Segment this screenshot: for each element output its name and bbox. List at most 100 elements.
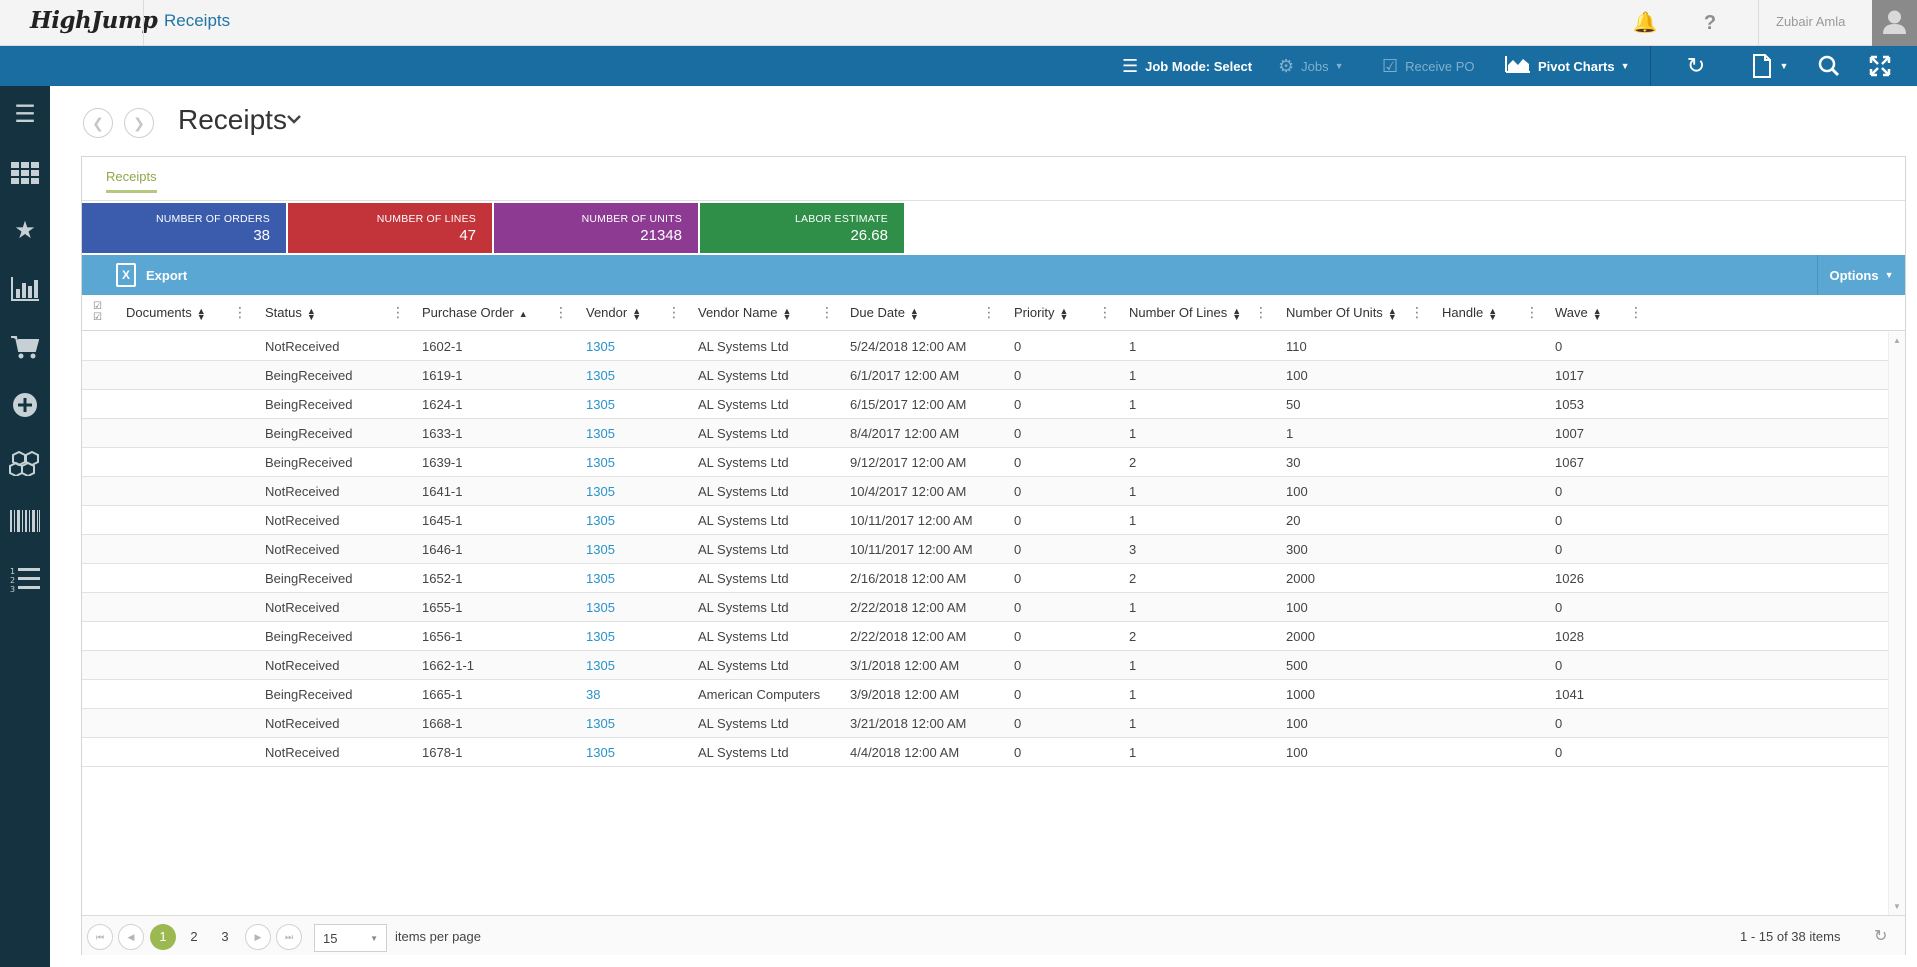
cell-vendor[interactable]: 1305 — [586, 716, 615, 731]
cell-due-date: 6/1/2017 12:00 AM — [850, 368, 960, 383]
scroll-up-icon[interactable]: ▲ — [1893, 336, 1901, 345]
column-menu-icon[interactable]: ⋮ — [1098, 304, 1112, 320]
cell-vendor[interactable]: 1305 — [586, 397, 615, 412]
menu-icon[interactable]: ☰ — [14, 101, 36, 128]
page-3-button[interactable]: 3 — [221, 929, 229, 944]
export-button[interactable]: X Export — [116, 263, 187, 287]
select-all-checkbox-icon[interactable]: ☑ ☑ — [93, 301, 102, 323]
column-menu-icon[interactable]: ⋮ — [1410, 304, 1424, 320]
cell-vendor[interactable]: 1305 — [586, 571, 615, 586]
table-row[interactable]: NotReceived 1645-1 1305 AL Systems Ltd 10/11… — [82, 506, 1888, 535]
cell-vendor[interactable]: 1305 — [586, 745, 615, 760]
column-header-wave[interactable]: Wave ▲ ▼ — [1555, 305, 1602, 322]
column-menu-icon[interactable]: ⋮ — [1254, 304, 1268, 320]
table-row[interactable]: NotReceived 1678-1 1305 AL Systems Ltd 4/4/2… — [82, 738, 1888, 767]
add-circle-icon[interactable] — [0, 390, 50, 420]
column-menu-icon[interactable]: ⋮ — [1629, 304, 1643, 320]
boxes-icon[interactable] — [0, 448, 50, 478]
page-1-button[interactable]: 1 — [150, 924, 176, 950]
table-row[interactable]: BeingReceived 1656-1 1305 AL Systems Ltd 2/2… — [82, 622, 1888, 651]
avatar[interactable] — [1872, 0, 1917, 46]
page-title[interactable]: Receipts — [178, 104, 287, 135]
table-row[interactable]: NotReceived 1646-1 1305 AL Systems Ltd 10/11… — [82, 535, 1888, 564]
help-icon[interactable]: ? — [1703, 12, 1717, 34]
table-row[interactable]: BeingReceived 1652-1 1305 AL Systems Ltd 2/1… — [82, 564, 1888, 593]
table-row[interactable]: BeingReceived 1624-1 1305 AL Systems Ltd 6/1… — [82, 390, 1888, 419]
options-button[interactable]: Options ▼ — [1817, 255, 1905, 295]
table-row[interactable]: NotReceived 1602-1 1305 AL Systems Ltd 5/24/… — [82, 332, 1888, 361]
column-header-purchase-order[interactable]: Purchase Order ▲ — [422, 305, 528, 320]
table-row[interactable]: BeingReceived 1665-1 38 American Computers 3… — [82, 680, 1888, 709]
back-button[interactable]: ❮ — [83, 108, 113, 138]
cell-vendor[interactable]: 1305 — [586, 339, 615, 354]
cell-vendor[interactable]: 1305 — [586, 426, 615, 441]
column-menu-icon[interactable]: ⋮ — [554, 304, 568, 320]
cell-vendor[interactable]: 1305 — [586, 513, 615, 528]
column-header-vendor-name[interactable]: Vendor Name ▲ ▼ — [698, 305, 791, 321]
vertical-scrollbar[interactable]: ▲ ▼ — [1888, 332, 1905, 915]
chevron-down-icon[interactable] — [286, 112, 302, 130]
column-menu-icon[interactable]: ⋮ — [1525, 304, 1539, 320]
column-menu-icon[interactable]: ⋮ — [233, 304, 247, 320]
column-menu-icon[interactable]: ⋮ — [982, 304, 996, 320]
table-row[interactable]: BeingReceived 1619-1 1305 AL Systems Ltd 6/1… — [82, 361, 1888, 390]
logo[interactable]: HighJump — [30, 7, 158, 34]
column-header-documents[interactable]: Documents ▲ ▼ — [126, 305, 206, 321]
fullscreen-icon[interactable] — [1860, 46, 1900, 86]
pivot-charts-button[interactable]: Pivot Charts ▼ — [1505, 46, 1630, 86]
cell-vendor[interactable]: 1305 — [586, 629, 615, 644]
table-row[interactable]: NotReceived 1668-1 1305 AL Systems Ltd 3/21/… — [82, 709, 1888, 738]
column-header-number-of-units[interactable]: Number Of Units ▲ ▼ — [1286, 305, 1397, 321]
sort-icon: ▲ ▼ — [1592, 305, 1602, 322]
column-header-handle[interactable]: Handle ▲ ▼ — [1442, 305, 1497, 321]
cell-purchase-order: 1665-1 — [422, 687, 463, 702]
refresh-icon[interactable]: ↻ — [1686, 53, 1706, 78]
column-menu-icon[interactable]: ⋮ — [820, 304, 834, 320]
next-page-button[interactable]: ▶ — [245, 924, 271, 950]
last-page-button[interactable]: ⏭ — [276, 924, 302, 950]
column-menu-icon[interactable]: ⋮ — [667, 304, 681, 320]
bar-chart-icon[interactable] — [0, 274, 50, 304]
cell-vendor[interactable]: 1305 — [586, 368, 615, 383]
table-row[interactable]: NotReceived 1641-1 1305 AL Systems Ltd 10/4/… — [82, 477, 1888, 506]
cell-vendor[interactable]: 1305 — [586, 600, 615, 615]
cell-vendor[interactable]: 1305 — [586, 542, 615, 557]
jobs-button[interactable]: ⚙ Jobs ▼ — [1278, 46, 1344, 86]
first-page-button[interactable]: ⏮ — [87, 924, 113, 950]
chevron-down-icon[interactable]: ▼ — [1779, 61, 1789, 71]
page-2-button[interactable]: 2 — [190, 929, 198, 944]
column-header-due-date[interactable]: Due Date ▲ ▼ — [850, 305, 919, 321]
cell-vendor[interactable]: 1305 — [586, 658, 615, 673]
bell-icon[interactable]: 🔔 — [1632, 12, 1658, 34]
job-mode-button[interactable]: ☰ Job Mode: Select — [1122, 46, 1252, 86]
column-header-number-of-lines[interactable]: Number Of Lines ▲ ▼ — [1129, 305, 1241, 321]
apps-grid-icon[interactable] — [0, 158, 50, 188]
column-header-priority[interactable]: Priority ▲ ▼ — [1014, 305, 1068, 321]
cart-icon[interactable] — [0, 332, 50, 362]
tab-receipts[interactable]: Receipts — [106, 169, 157, 193]
page-size-select[interactable]: 15 ▼ — [314, 924, 387, 952]
receive-po-button[interactable]: ☑ Receive PO — [1382, 46, 1475, 86]
prev-page-button[interactable]: ◀ — [118, 924, 144, 950]
search-icon[interactable] — [1809, 46, 1849, 86]
column-menu-icon[interactable]: ⋮ — [391, 304, 405, 320]
forward-button[interactable]: ❯ — [124, 108, 154, 138]
table-row[interactable]: BeingReceived 1633-1 1305 AL Systems Ltd 8/4… — [82, 419, 1888, 448]
svg-text:2: 2 — [10, 576, 15, 585]
column-header-vendor[interactable]: Vendor ▲ ▼ — [586, 305, 641, 321]
user-name[interactable]: Zubair Amla — [1776, 14, 1846, 29]
scroll-down-icon[interactable]: ▼ — [1893, 902, 1901, 911]
column-header-status[interactable]: Status ▲ ▼ — [265, 305, 316, 321]
cell-vendor[interactable]: 1305 — [586, 484, 615, 499]
table-row[interactable]: BeingReceived 1639-1 1305 AL Systems Ltd 9/1… — [82, 448, 1888, 477]
cell-status: BeingReceived — [265, 397, 353, 412]
table-row[interactable]: NotReceived 1655-1 1305 AL Systems Ltd 2/22/… — [82, 593, 1888, 622]
star-icon[interactable]: ★ — [14, 217, 36, 244]
document-icon[interactable] — [1744, 46, 1780, 86]
cell-vendor[interactable]: 1305 — [586, 455, 615, 470]
barcode-icon[interactable] — [0, 506, 50, 536]
table-row[interactable]: NotReceived 1662-1-1 1305 AL Systems Ltd 3/1… — [82, 651, 1888, 680]
cell-vendor[interactable]: 38 — [586, 687, 601, 702]
refresh-icon[interactable]: ↻ — [1874, 928, 1888, 945]
